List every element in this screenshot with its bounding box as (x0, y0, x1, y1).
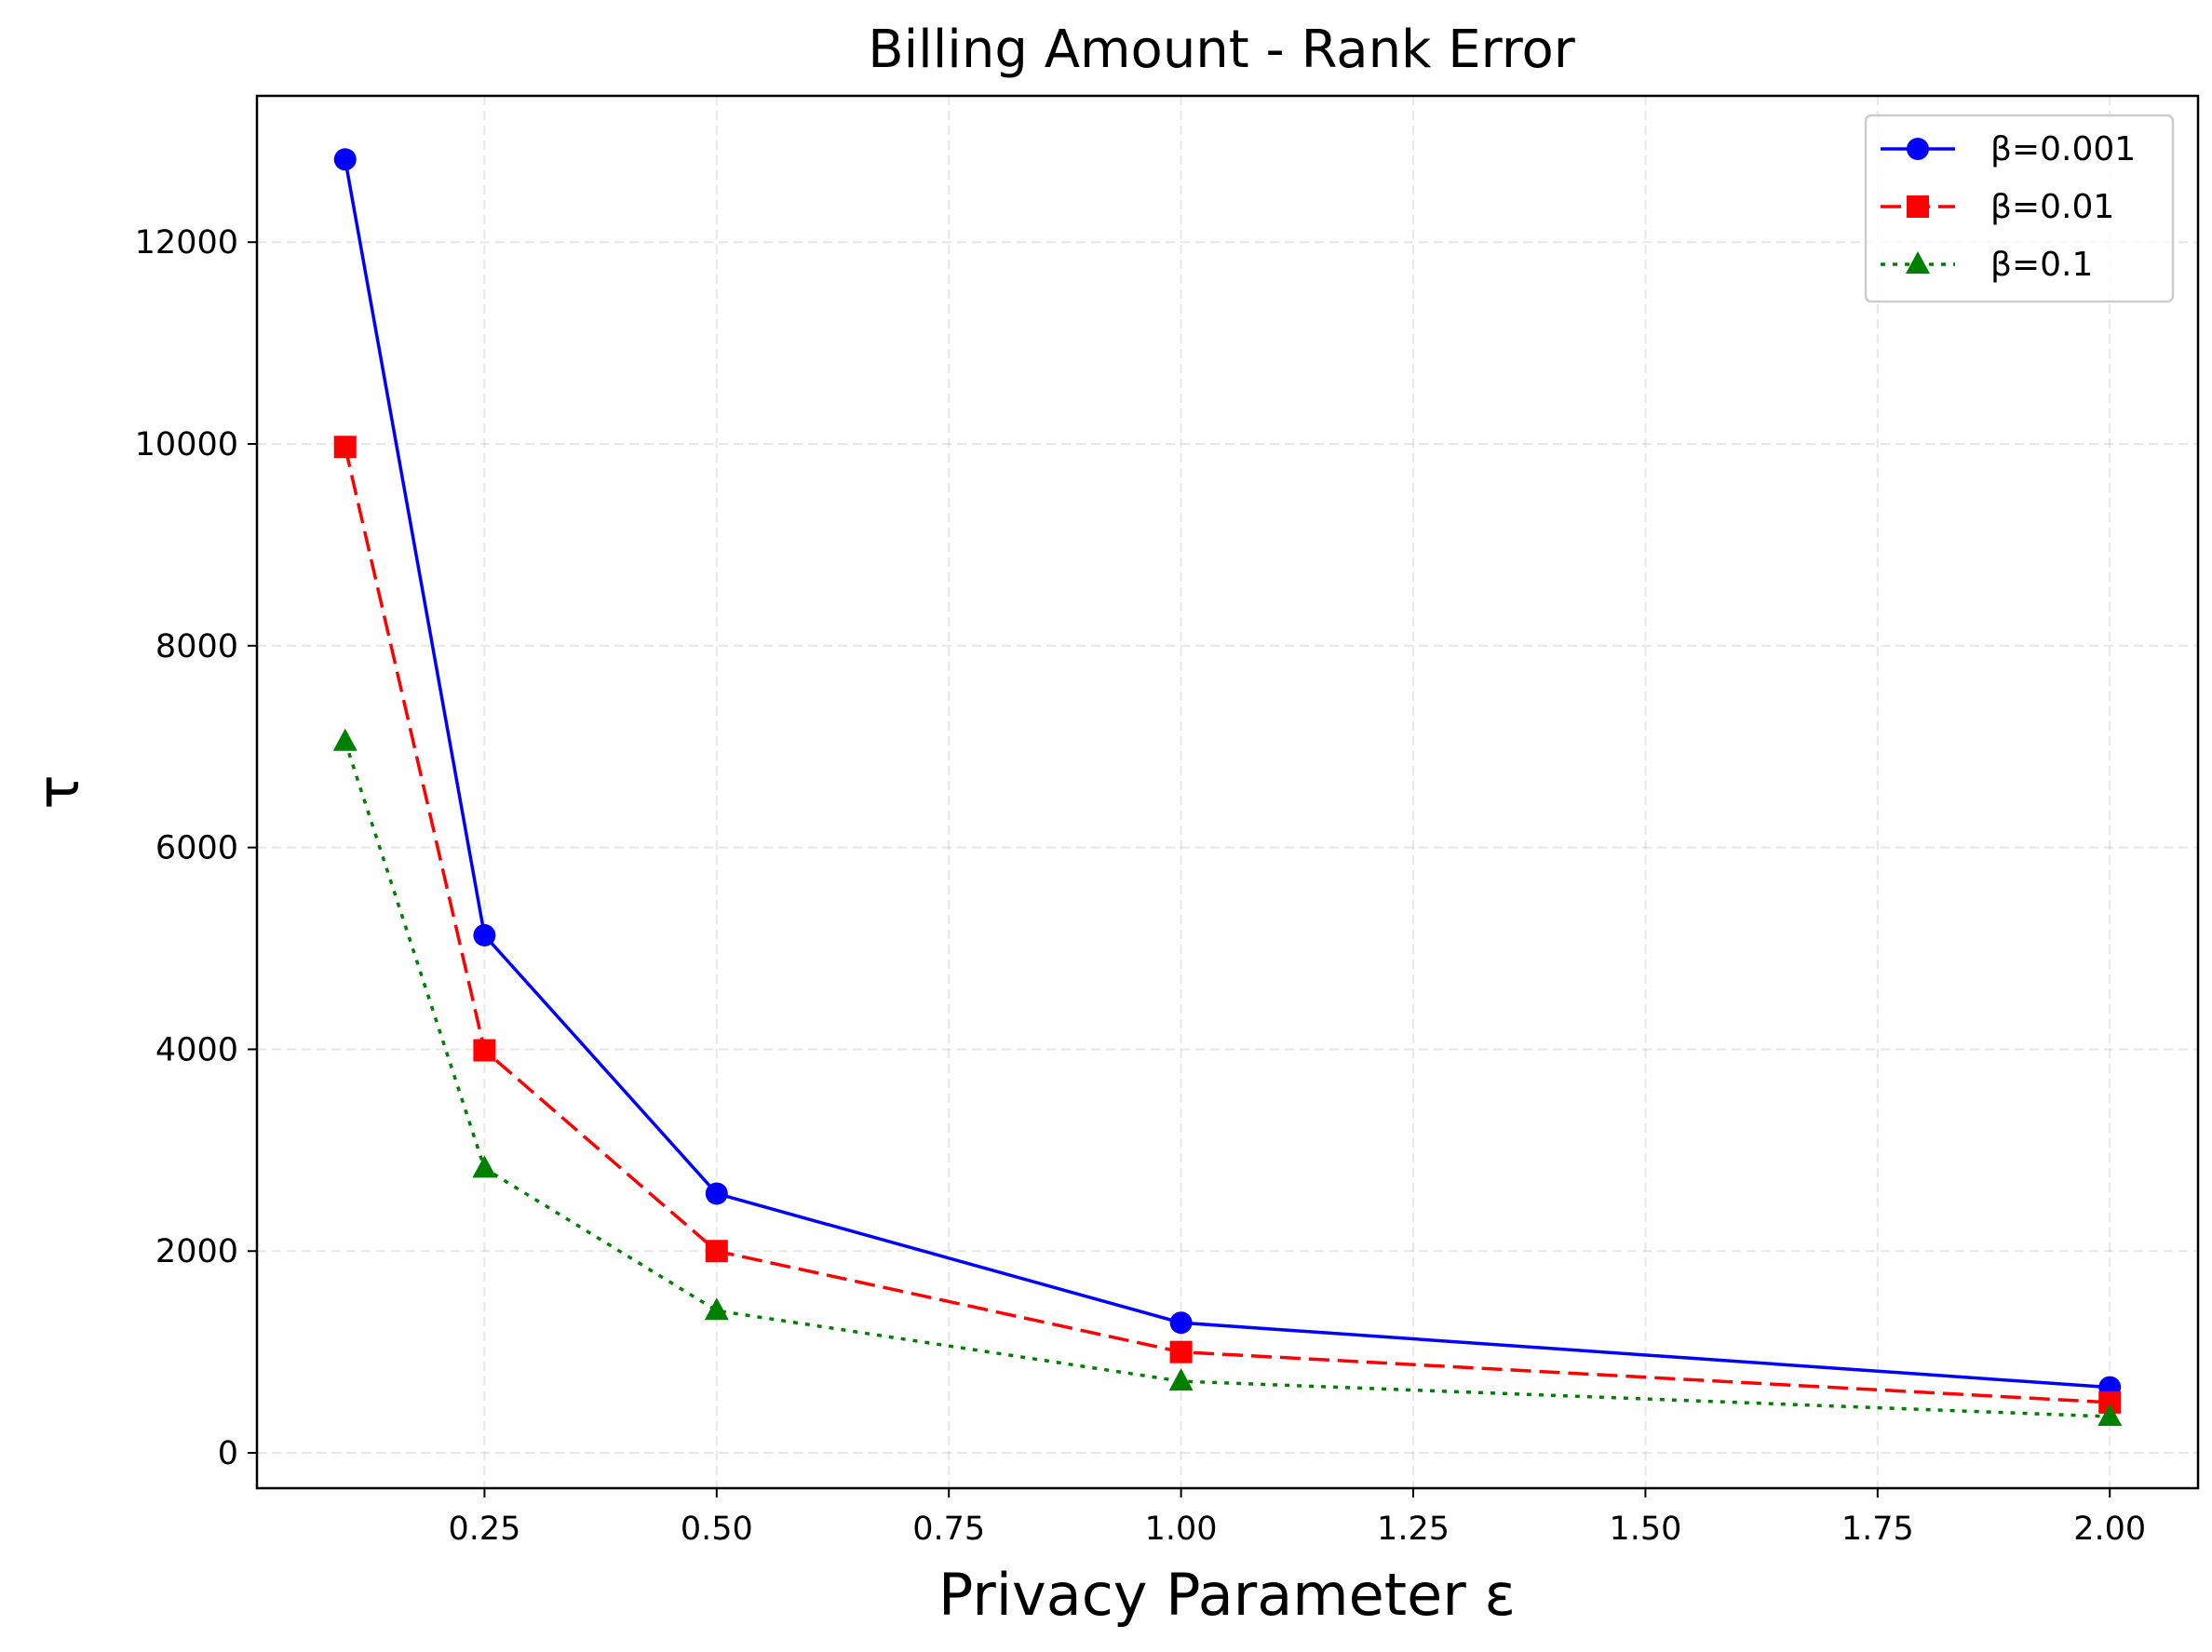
series (333, 148, 2122, 1399)
data-point (332, 728, 357, 751)
series (333, 436, 2122, 1414)
data-point (1169, 1340, 1193, 1363)
x-axis-label: Privacy Parameter ε (938, 1561, 1516, 1629)
series-layer (332, 148, 2123, 1427)
legend-label: β=0.001 (1990, 130, 2136, 168)
data-point (705, 1240, 728, 1263)
legend: β=0.001 β=0.01 β=0.1 (1864, 114, 2175, 303)
legend-label: β=0.1 (1990, 246, 2093, 284)
data-point (472, 1155, 497, 1178)
legend-marker (1907, 138, 1929, 160)
legend-marker (1907, 195, 1929, 218)
data-point (2097, 1404, 2123, 1427)
y-axis-label: τ (24, 774, 92, 809)
y-tick-label: 4000 (155, 1031, 238, 1068)
chart-title: Billing Amount - Rank Error (868, 20, 1576, 80)
data-point (473, 923, 496, 947)
legend-frame (1864, 114, 2175, 303)
legend-marker (1906, 251, 1930, 274)
data-point (333, 436, 357, 459)
y-tick-label: 10000 (135, 426, 238, 463)
x-axis-ticks: 0.25 0.50 0.75 1.00 1.25 1.50 1.75 2.00 (448, 1488, 2146, 1548)
x-tick-label: 0.25 (448, 1511, 520, 1548)
y-axis-ticks: 0 2000 4000 6000 8000 10000 12000 (135, 224, 257, 1472)
y-tick-label: 6000 (155, 830, 238, 867)
plot-frame (255, 94, 2200, 1490)
y-tick-label: 8000 (155, 628, 238, 665)
legend-label: β=0.01 (1990, 188, 2114, 226)
x-tick-label: 1.75 (1841, 1511, 1914, 1548)
x-tick-label: 0.50 (681, 1511, 753, 1548)
series (332, 728, 2123, 1427)
y-tick-label: 2000 (155, 1233, 238, 1270)
x-tick-label: 2.00 (2073, 1511, 2146, 1548)
data-point (473, 1039, 496, 1062)
legend-item: β=0.1 (1881, 246, 2093, 284)
data-point (1168, 1368, 1194, 1391)
x-tick-label: 1.00 (1145, 1511, 1218, 1548)
data-point (1169, 1311, 1193, 1335)
y-tick-label: 12000 (135, 224, 238, 262)
y-tick-label: 0 (218, 1435, 238, 1472)
x-tick-label: 0.75 (912, 1511, 985, 1548)
data-point (333, 148, 357, 171)
x-tick-label: 1.50 (1609, 1511, 1681, 1548)
data-point (705, 1182, 728, 1205)
legend-item: β=0.01 (1881, 188, 2114, 226)
data-point (704, 1297, 729, 1321)
series-line (344, 741, 2111, 1418)
legend-item: β=0.001 (1881, 130, 2136, 168)
x-tick-label: 1.25 (1377, 1511, 1450, 1548)
